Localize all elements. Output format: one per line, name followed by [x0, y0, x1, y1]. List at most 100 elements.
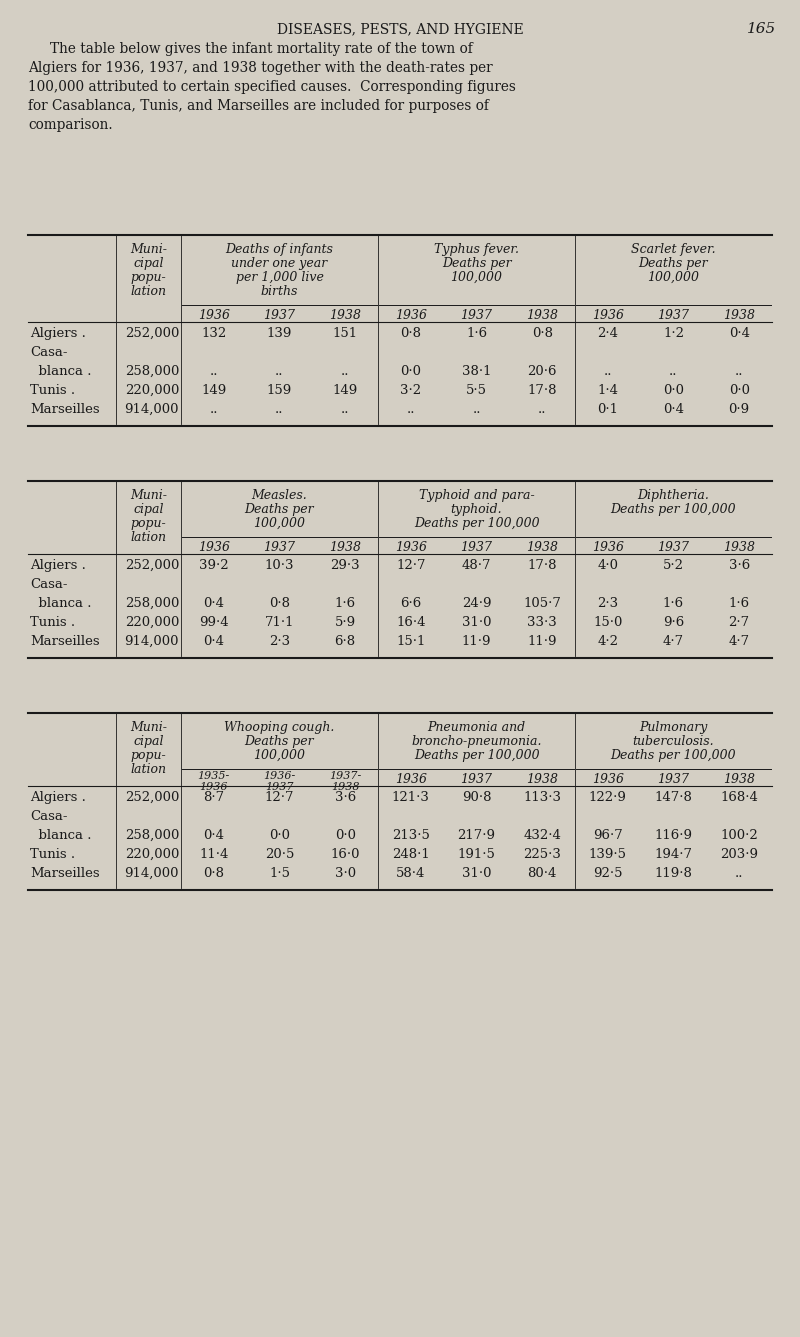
Text: 16·0: 16·0: [330, 848, 360, 861]
Text: 168·4: 168·4: [720, 792, 758, 804]
Text: 1937: 1937: [263, 541, 295, 554]
Text: 20·5: 20·5: [265, 848, 294, 861]
Text: 31·0: 31·0: [462, 866, 491, 880]
Text: 58·4: 58·4: [396, 866, 426, 880]
Text: Muni-: Muni-: [130, 721, 167, 734]
Text: 147·8: 147·8: [654, 792, 693, 804]
Text: 1937: 1937: [658, 541, 690, 554]
Text: 0·4: 0·4: [203, 829, 224, 842]
Text: cipal: cipal: [134, 735, 164, 747]
Text: 8·7: 8·7: [203, 792, 224, 804]
Text: 213·5: 213·5: [392, 829, 430, 842]
Text: 17·8: 17·8: [527, 384, 557, 397]
Text: Deaths per: Deaths per: [638, 257, 708, 270]
Text: 100,000: 100,000: [647, 271, 699, 283]
Text: 4·7: 4·7: [729, 635, 750, 648]
Text: 159: 159: [267, 384, 292, 397]
Text: blanca .: blanca .: [30, 365, 91, 378]
Text: 3·6: 3·6: [729, 559, 750, 572]
Text: Deaths per: Deaths per: [245, 503, 314, 516]
Text: lation: lation: [130, 531, 166, 544]
Text: 914,000: 914,000: [125, 866, 179, 880]
Text: 6·6: 6·6: [400, 598, 422, 610]
Text: popu-: popu-: [130, 271, 166, 283]
Text: 220,000: 220,000: [125, 384, 179, 397]
Text: typhoid.: typhoid.: [450, 503, 502, 516]
Text: Measles.: Measles.: [252, 489, 307, 501]
Text: 0·0: 0·0: [663, 384, 684, 397]
Text: Scarlet fever.: Scarlet fever.: [631, 243, 716, 255]
Text: lation: lation: [130, 285, 166, 298]
Text: ..: ..: [735, 866, 743, 880]
Text: 1936: 1936: [198, 309, 230, 322]
Text: Algiers .: Algiers .: [30, 559, 86, 572]
Text: 914,000: 914,000: [125, 635, 179, 648]
Text: ..: ..: [406, 402, 415, 416]
Text: 139·5: 139·5: [589, 848, 627, 861]
Text: 2·3: 2·3: [269, 635, 290, 648]
Text: 15·0: 15·0: [593, 616, 622, 628]
Text: 0·0: 0·0: [400, 365, 422, 378]
Text: DISEASES, PESTS, AND HYGIENE: DISEASES, PESTS, AND HYGIENE: [277, 21, 523, 36]
Text: 1937: 1937: [658, 309, 690, 322]
Text: births: births: [261, 285, 298, 298]
Text: 258,000: 258,000: [125, 829, 179, 842]
Text: Algiers .: Algiers .: [30, 792, 86, 804]
Text: 1937-: 1937-: [329, 771, 362, 781]
Text: 119·8: 119·8: [654, 866, 693, 880]
Text: ..: ..: [210, 402, 218, 416]
Text: 0·4: 0·4: [729, 328, 750, 340]
Text: broncho-pneumonia.: broncho-pneumonia.: [411, 735, 542, 747]
Text: 225·3: 225·3: [523, 848, 561, 861]
Text: 0·4: 0·4: [203, 635, 224, 648]
Text: 5·9: 5·9: [334, 616, 356, 628]
Text: Marseilles: Marseilles: [30, 866, 100, 880]
Text: Deaths per 100,000: Deaths per 100,000: [610, 503, 736, 516]
Text: 4·7: 4·7: [663, 635, 684, 648]
Text: popu-: popu-: [130, 749, 166, 762]
Text: comparison.: comparison.: [28, 118, 113, 132]
Text: 90·8: 90·8: [462, 792, 491, 804]
Text: 1·6: 1·6: [334, 598, 356, 610]
Text: 1937: 1937: [461, 541, 493, 554]
Text: lation: lation: [130, 763, 166, 775]
Text: ..: ..: [275, 365, 284, 378]
Text: 1936-: 1936-: [263, 771, 296, 781]
Text: Tunis .: Tunis .: [30, 616, 75, 628]
Text: per 1,000 live: per 1,000 live: [235, 271, 323, 283]
Text: 10·3: 10·3: [265, 559, 294, 572]
Text: 1·6: 1·6: [729, 598, 750, 610]
Text: ..: ..: [735, 365, 743, 378]
Text: Deaths per: Deaths per: [442, 257, 511, 270]
Text: 99·4: 99·4: [199, 616, 229, 628]
Text: 2·7: 2·7: [729, 616, 750, 628]
Text: 0·0: 0·0: [729, 384, 750, 397]
Text: 3·0: 3·0: [334, 866, 356, 880]
Text: 258,000: 258,000: [125, 365, 179, 378]
Text: 0·8: 0·8: [203, 866, 224, 880]
Text: 1938: 1938: [526, 541, 558, 554]
Text: The table below gives the infant mortality rate of the town of: The table below gives the infant mortali…: [50, 41, 473, 56]
Text: 0·1: 0·1: [598, 402, 618, 416]
Text: Tunis .: Tunis .: [30, 384, 75, 397]
Text: Muni-: Muni-: [130, 489, 167, 501]
Text: 100,000: 100,000: [450, 271, 502, 283]
Text: 1938: 1938: [723, 773, 755, 786]
Text: 132: 132: [202, 328, 226, 340]
Text: Marseilles: Marseilles: [30, 402, 100, 416]
Text: 100,000: 100,000: [254, 517, 306, 529]
Text: Deaths per 100,000: Deaths per 100,000: [414, 749, 539, 762]
Text: 217·9: 217·9: [458, 829, 495, 842]
Text: 149: 149: [333, 384, 358, 397]
Text: 1938: 1938: [723, 541, 755, 554]
Text: ..: ..: [341, 365, 350, 378]
Text: Deaths per 100,000: Deaths per 100,000: [414, 517, 539, 529]
Text: blanca .: blanca .: [30, 829, 91, 842]
Text: 4·0: 4·0: [598, 559, 618, 572]
Text: Marseilles: Marseilles: [30, 635, 100, 648]
Text: 149: 149: [202, 384, 226, 397]
Text: ..: ..: [538, 402, 546, 416]
Text: under one year: under one year: [231, 257, 328, 270]
Text: 4·2: 4·2: [598, 635, 618, 648]
Text: 0·8: 0·8: [532, 328, 553, 340]
